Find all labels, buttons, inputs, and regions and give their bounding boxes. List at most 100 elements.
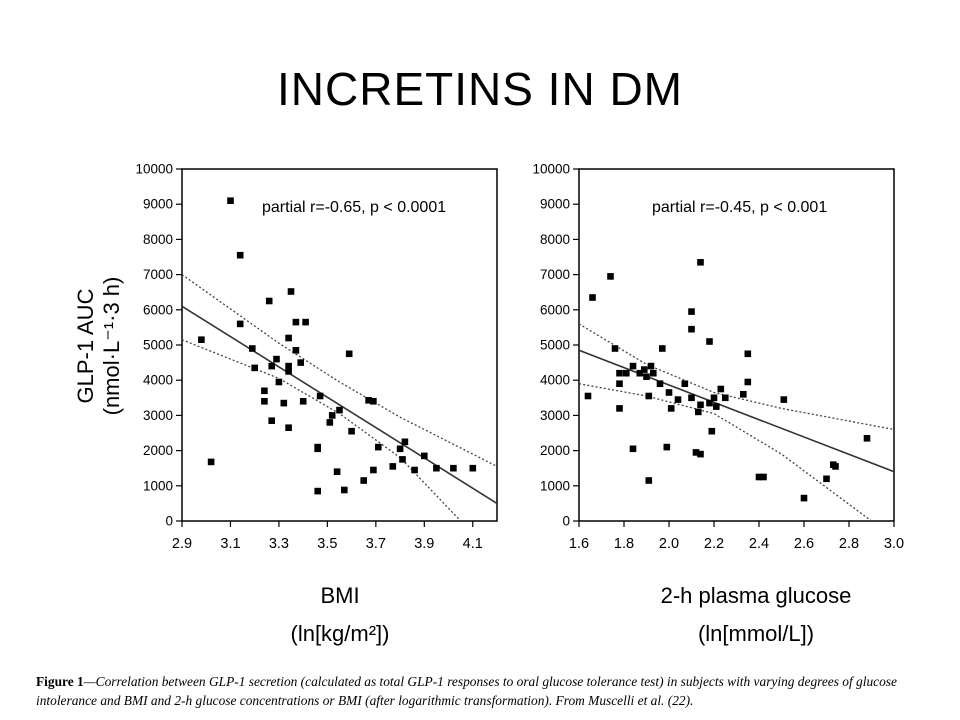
data-point-glucose — [584, 392, 592, 400]
chart-glucose: 0 1000 2000 3000 4000 5000 6000 7000 8000 9000 100… — [532, 162, 904, 647]
ci-lower-line-bmi — [182, 339, 462, 521]
x-tick-label-bmi: 3.3 — [269, 536, 289, 552]
data-point-bmi — [326, 419, 334, 426]
data-point-glucose — [688, 308, 695, 315]
y-tick-label-glucose: 7000 — [540, 267, 570, 282]
x-tick-label-bmi: 3.7 — [366, 536, 386, 552]
data-point-bmi — [341, 486, 348, 494]
data-point-bmi — [401, 438, 409, 446]
y-tick-label-glucose: 9000 — [540, 197, 570, 212]
x-tick-label-glucose: 2.0 — [659, 536, 679, 552]
data-point-glucose — [616, 380, 623, 387]
data-point-glucose — [744, 378, 752, 386]
data-point-glucose — [740, 391, 747, 398]
data-point-bmi — [336, 406, 343, 414]
data-point-glucose — [650, 369, 657, 377]
y-tick-label-glucose: 4000 — [540, 373, 570, 388]
x-tick-label-bmi: 2.9 — [172, 536, 192, 552]
data-point-glucose — [800, 494, 808, 502]
data-point-glucose — [643, 373, 650, 380]
data-point-bmi — [421, 452, 428, 460]
plot-frame-glucose — [578, 168, 895, 522]
data-point-glucose — [647, 362, 655, 370]
data-point-bmi — [328, 412, 336, 419]
y-tick-label-glucose: 5000 — [540, 338, 570, 353]
data-point-glucose — [659, 345, 666, 352]
data-point-glucose — [656, 380, 664, 387]
data-point-glucose — [697, 450, 704, 458]
data-point-glucose — [832, 463, 839, 470]
data-point-bmi — [345, 350, 353, 358]
x-tick-label-glucose: 2.4 — [749, 536, 769, 552]
data-point-bmi — [314, 487, 321, 495]
data-point-bmi — [280, 399, 288, 407]
data-point-bmi — [207, 458, 215, 466]
data-point-glucose — [681, 380, 689, 387]
data-point-bmi — [251, 364, 258, 372]
x-tick-label-glucose: 1.6 — [569, 536, 589, 552]
data-point-glucose — [706, 338, 713, 345]
y-tick-label-bmi: 9000 — [143, 197, 173, 212]
data-point-bmi — [411, 466, 418, 474]
data-point-bmi — [198, 336, 205, 343]
data-point-glucose — [697, 401, 704, 409]
regression-line-glucose — [579, 349, 894, 473]
data-point-bmi — [227, 197, 234, 204]
data-point-glucose — [629, 362, 637, 370]
x-tick-label-glucose: 2.6 — [794, 536, 814, 552]
y-tick-label-glucose: 6000 — [540, 302, 570, 317]
y-tick-label-bmi: 1000 — [143, 478, 173, 493]
data-point-bmi — [375, 443, 382, 451]
data-point-glucose — [663, 443, 671, 451]
data-point-bmi — [316, 392, 324, 400]
data-point-bmi — [236, 251, 244, 259]
y-tick-label-bmi: 8000 — [143, 232, 173, 247]
y-tick-label-bmi: 4000 — [143, 373, 173, 388]
data-point-bmi — [333, 468, 341, 475]
data-point-glucose — [645, 392, 653, 400]
x-axis-label-bmi: BMI — [320, 583, 359, 608]
data-point-glucose — [589, 294, 596, 301]
slide-title: INCRETINS IN DM — [277, 63, 683, 115]
caption-text: —Correlation between GLP-1 secretion (ca… — [36, 674, 897, 708]
data-point-glucose — [688, 394, 695, 402]
data-point-bmi — [433, 464, 440, 472]
x-tick-label-glucose: 1.8 — [614, 536, 634, 552]
data-point-glucose — [780, 396, 788, 403]
chart-bmi: 0 1000 2000 3000 4000 5000 6000 7000 8000 9000 100… — [135, 162, 498, 646]
caption-label: Figure 1 — [36, 674, 84, 689]
y-axis-label-title: GLP-1 AUC — [73, 288, 98, 403]
data-point-bmi — [268, 362, 275, 370]
data-point-glucose — [722, 394, 729, 402]
regression-line-bmi — [182, 305, 497, 505]
x-axis-unit-glucose: (ln[mmol/L]) — [698, 621, 814, 646]
x-tick-label-glucose: 2.2 — [704, 536, 724, 552]
data-point-bmi — [261, 387, 268, 395]
figure-caption: Figure 1—Correlation between GLP-1 secre… — [36, 672, 936, 710]
x-tick-label-bmi: 3.5 — [317, 536, 337, 552]
y-tick-label-bmi: 5000 — [143, 338, 173, 353]
y-tick-label-bmi: 2000 — [143, 443, 173, 458]
data-point-glucose — [755, 473, 763, 481]
data-point-glucose — [697, 259, 704, 266]
data-point-bmi — [399, 456, 406, 463]
y-tick-label-glucose: 0 — [562, 514, 570, 529]
data-point-glucose — [706, 399, 713, 407]
data-point-bmi — [292, 347, 300, 354]
data-point-bmi — [396, 445, 404, 453]
data-point-bmi — [261, 398, 268, 405]
y-tick-label-bmi: 6000 — [143, 302, 173, 317]
ci-lower-line-glucose — [579, 383, 872, 521]
data-point-glucose — [611, 345, 619, 352]
data-point-bmi — [389, 463, 397, 470]
ci-upper-line-glucose — [579, 323, 894, 431]
data-point-bmi — [285, 334, 292, 342]
data-point-bmi — [249, 345, 256, 352]
plot-frame-bmi — [181, 168, 498, 522]
data-point-bmi — [370, 398, 377, 405]
y-tick-label-glucose: 8000 — [540, 232, 570, 247]
data-point-glucose — [645, 477, 653, 484]
data-point-glucose — [863, 435, 871, 442]
x-axis-label-glucose: 2-h plasma glucose — [661, 583, 852, 608]
data-point-bmi — [236, 320, 244, 328]
